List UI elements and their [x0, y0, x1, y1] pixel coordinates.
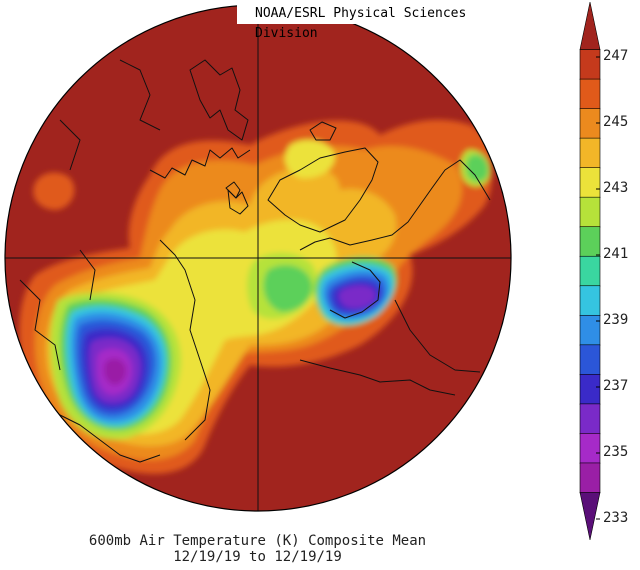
colorbar-tick-label: 241: [603, 246, 629, 262]
coast-russia: [159, 239, 211, 441]
colorbar-segment: [579, 196, 601, 228]
colorbar-segment: [579, 374, 601, 405]
contour-242-b: [284, 139, 336, 179]
colorbar-tick-label: 237: [603, 378, 629, 394]
colorbar-tick-label: 247: [603, 48, 629, 64]
colorbar-tick-label: 239: [603, 312, 629, 328]
contour-235-b: [338, 285, 376, 309]
contour-240-b: [263, 265, 313, 312]
borders-asia: [19, 249, 96, 371]
colorbar-segment: [579, 344, 601, 376]
coast-north-america: [394, 299, 481, 373]
colorbar-segment: [579, 403, 601, 435]
colorbar-segment: [579, 226, 601, 258]
colorbar-segment: [579, 167, 601, 198]
colorbar-segment: [579, 255, 601, 287]
colorbar-segment: [579, 49, 601, 80]
borders-europe: [59, 59, 161, 171]
coast-europe: [149, 147, 251, 179]
contour-233: [104, 358, 127, 385]
colorbar-segment: [579, 285, 601, 317]
colorbar-segment: [579, 462, 601, 494]
coast-greenland: [267, 147, 379, 233]
colorbar-segment: [579, 137, 601, 169]
coast-svalbard: [225, 181, 241, 199]
coast-iceland: [309, 121, 337, 141]
colorbar-segment: [579, 1, 601, 50]
coast-hudson: [329, 261, 381, 319]
colorbar-tick-label: 233: [603, 510, 629, 526]
colorbar-segment: [579, 108, 601, 139]
contour-245-b: [33, 172, 75, 210]
colorbar-tick-label: 243: [603, 180, 629, 196]
coast-canada: [299, 159, 491, 251]
colorbar-segment: [579, 314, 601, 346]
credit-label: NOAA/ESRL Physical Sciences Division: [237, 4, 507, 41]
map-caption-dates: 12/19/19 to 12/19/19: [173, 549, 342, 565]
colorbar-segment: [579, 78, 601, 110]
colorbar: [579, 1, 601, 541]
colorbar-segment: [579, 433, 601, 464]
colorbar-segment: [579, 492, 601, 541]
contour-240-d: [465, 154, 489, 182]
map-caption-title: 600mb Air Temperature (K) Composite Mean: [88, 533, 427, 549]
colorbar-tick-label: 245: [603, 114, 629, 130]
coast-alaska: [299, 359, 456, 396]
colorbar-tick-label: 235: [603, 444, 629, 460]
coast-scandinavia: [189, 59, 249, 141]
temperature-field: [5, 5, 511, 511]
